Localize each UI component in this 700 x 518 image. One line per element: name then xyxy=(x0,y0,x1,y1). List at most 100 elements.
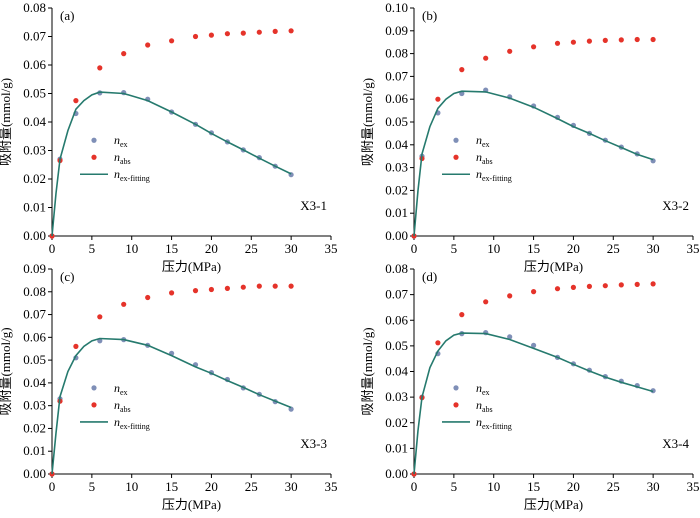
abs-point xyxy=(224,285,230,291)
y-tick-label: 0.08 xyxy=(23,284,46,299)
x-axis-label: 压力(MPa) xyxy=(162,259,221,274)
legend-sub: abs xyxy=(482,157,493,166)
x-axis-label: 压力(MPa) xyxy=(524,259,583,274)
x-tick-label: 5 xyxy=(89,241,96,256)
legend-main: n xyxy=(114,150,120,164)
chart-panel-4: 0 5 10 15 20 25 30 35 0.00 0.01 0.02 0.03 0.04 0.05 0.… xyxy=(360,261,700,512)
x-tick-label: 30 xyxy=(647,241,660,256)
y-tick-label: 0.08 xyxy=(385,46,408,61)
x-tick-label: 35 xyxy=(687,479,700,494)
legend-label: nex xyxy=(476,381,490,397)
abs-point xyxy=(208,32,214,38)
abs-point xyxy=(531,289,537,295)
legend-label: nex-fitting xyxy=(114,415,150,431)
abs-point xyxy=(208,286,214,293)
abs-point xyxy=(618,282,624,288)
legend-main: n xyxy=(114,415,120,429)
legend-label: nex xyxy=(114,381,128,397)
y-tick-label: 0.04 xyxy=(23,375,46,390)
abs-point xyxy=(288,283,294,289)
abs-point xyxy=(121,51,127,57)
x-tick-label: 20 xyxy=(205,479,218,494)
x-tick-label: 30 xyxy=(285,479,298,494)
y-tick-label: 0.06 xyxy=(385,312,408,327)
y-tick-label: 0.09 xyxy=(23,261,46,276)
x-tick-label: 0 xyxy=(411,479,418,494)
legend-abs-marker xyxy=(91,154,97,160)
legend-sub: ex xyxy=(120,140,128,149)
sample-tag: X3-1 xyxy=(300,198,327,213)
legend-ex-marker xyxy=(91,385,97,391)
legend-abs-marker xyxy=(91,402,97,408)
sample-tag: X3-3 xyxy=(300,436,327,451)
legend-abs-marker xyxy=(453,154,459,160)
x-tick-label: 15 xyxy=(165,241,178,256)
x-tick-label: 0 xyxy=(49,479,56,494)
abs-point xyxy=(459,312,465,318)
x-tick-label: 35 xyxy=(325,241,338,256)
legend-ex-marker xyxy=(453,385,459,391)
legend-sub: ex-fitting xyxy=(120,174,150,183)
legend-label: nabs xyxy=(114,398,131,414)
abs-point xyxy=(288,28,294,34)
legend-sub: ex xyxy=(482,140,490,149)
y-tick-label: 0.05 xyxy=(23,86,46,101)
legend-main: n xyxy=(114,167,120,181)
x-tick-label: 25 xyxy=(607,479,620,494)
legend-main: n xyxy=(114,398,120,412)
panel-tag: (b) xyxy=(422,8,437,23)
chart-panel-3: 0 5 10 15 20 25 30 35 0.00 0.01 0.02 0.03 0.04 0.05 0.… xyxy=(0,261,338,512)
y-tick-label: 0.04 xyxy=(23,114,46,129)
abs-point xyxy=(97,65,103,71)
fit-line xyxy=(413,90,654,237)
legend-sub: abs xyxy=(120,405,131,414)
abs-point xyxy=(531,44,537,50)
legend-ex-marker xyxy=(453,137,459,143)
y-tick-label: 0.00 xyxy=(23,228,46,243)
abs-point xyxy=(224,31,230,37)
abs-point xyxy=(272,28,278,34)
legend-sub: ex xyxy=(120,388,128,397)
legend-sub: abs xyxy=(482,405,493,414)
x-tick-label: 20 xyxy=(205,241,218,256)
y-tick-label: 0.03 xyxy=(23,398,46,413)
y-tick-label: 0.05 xyxy=(23,352,46,367)
y-tick-label: 0.01 xyxy=(23,443,46,458)
x-tick-label: 10 xyxy=(487,479,500,494)
chart-panel-1: 0 5 10 15 20 25 30 35 0.00 0.01 0.02 0.03 0.04 0.05 0.… xyxy=(0,0,338,274)
abs-point xyxy=(650,281,656,287)
y-tick-label: 0.02 xyxy=(23,171,46,186)
x-tick-label: 5 xyxy=(451,479,458,494)
x-tick-label: 10 xyxy=(487,241,500,256)
x-tick-label: 25 xyxy=(245,241,258,256)
x-tick-label: 35 xyxy=(687,241,700,256)
x-tick-label: 10 xyxy=(125,241,138,256)
legend-label: nex-fitting xyxy=(114,167,150,183)
x-tick-label: 0 xyxy=(411,241,418,256)
abs-point xyxy=(256,29,262,35)
y-tick-label: 0.05 xyxy=(385,114,408,129)
x-tick-label: 25 xyxy=(245,479,258,494)
y-tick-label: 0.02 xyxy=(385,182,408,197)
legend-main: n xyxy=(114,381,120,395)
abs-point xyxy=(586,283,593,289)
abs-point xyxy=(602,283,608,289)
x-tick-label: 5 xyxy=(89,479,96,494)
abs-point xyxy=(554,286,561,292)
legend-label: nex xyxy=(114,133,128,149)
abs-point xyxy=(73,98,79,104)
abs-point xyxy=(192,288,199,294)
legend-main: n xyxy=(476,167,482,181)
x-tick-label: 30 xyxy=(285,241,298,256)
y-tick-label: 0.04 xyxy=(385,137,408,152)
y-tick-label: 0.01 xyxy=(23,200,46,215)
abs-point xyxy=(240,30,246,36)
legend-main: n xyxy=(476,415,482,429)
x-tick-label: 10 xyxy=(125,479,138,494)
abs-point xyxy=(435,340,441,346)
x-tick-label: 30 xyxy=(647,479,660,494)
x-axis-label: 压力(MPa) xyxy=(524,497,583,512)
